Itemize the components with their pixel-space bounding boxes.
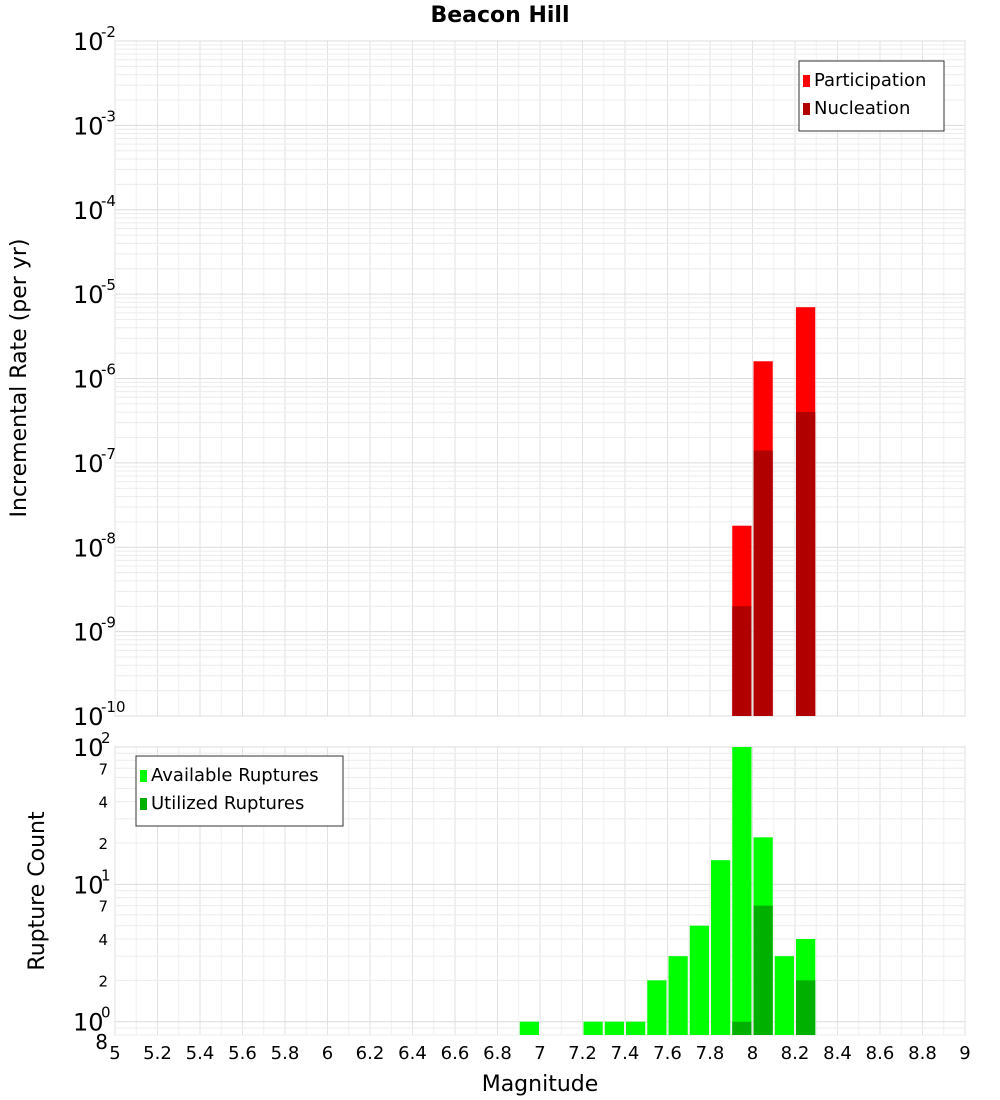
x-tick-label: 5.8 <box>271 1043 300 1064</box>
nucleation-bar <box>732 606 752 716</box>
x-tick-label: 7 <box>534 1043 545 1064</box>
x-axis-label: Magnitude <box>482 1072 599 1097</box>
y-tick-label: 10 <box>73 197 104 225</box>
available-ruptures-bar <box>604 1021 624 1035</box>
available-ruptures-bar <box>626 1021 646 1035</box>
available-ruptures-bar <box>583 1021 603 1035</box>
y-minor-tick-label: 7 <box>98 760 108 778</box>
y-tick-label: 10 <box>73 734 104 762</box>
y-tick-label: 10 <box>73 366 104 394</box>
count-y-axis-label: Rupture Count <box>25 811 50 971</box>
available-ruptures-bar <box>519 1021 539 1035</box>
y-tick-exponent: -10 <box>101 698 126 716</box>
y-minor-tick-label: 2 <box>98 972 108 990</box>
x-tick-label: 7.4 <box>611 1043 640 1064</box>
available-ruptures-bar <box>689 925 709 1035</box>
y-tick-label: 10 <box>73 450 104 478</box>
y-tick-exponent: 2 <box>101 729 111 747</box>
y-minor-tick-label: 4 <box>98 794 108 812</box>
count-legend: Available Ruptures Utilized Ruptures <box>135 755 344 827</box>
x-tick-label: 5.6 <box>228 1043 257 1064</box>
chart-title: Beacon Hill <box>430 3 569 28</box>
x-tick-label: 7.6 <box>653 1043 682 1064</box>
x-tick-label: 5 <box>109 1043 120 1064</box>
y-minor-tick-label: 7 <box>98 898 108 916</box>
rate-legend: Participation Nucleation <box>798 60 945 132</box>
y-minor-tick-label: 4 <box>98 931 108 949</box>
y-tick-label: 10 <box>73 112 104 140</box>
nucleation-bar <box>753 450 773 716</box>
y-tick-exponent: -2 <box>101 23 116 41</box>
x-tick-label: 8.4 <box>823 1043 852 1064</box>
y-tick-label: 10 <box>73 703 104 731</box>
legend-label: Participation <box>814 70 926 91</box>
y-tick-label: 10 <box>73 619 104 647</box>
legend-box <box>798 60 945 132</box>
nucleation-bar <box>796 412 816 716</box>
y-tick-label: 10 <box>73 534 104 562</box>
available-ruptures-bar <box>668 956 688 1035</box>
y-tick-exponent: -7 <box>101 445 116 463</box>
rate-panel: 10-210-310-410-510-610-710-810-910-10 In… <box>7 23 966 731</box>
x-tick-label: 7.8 <box>696 1043 725 1064</box>
x-tick-label: 8.6 <box>866 1043 895 1064</box>
rate-y-tick-labels: 10-210-310-410-510-610-710-810-910-10 <box>73 23 126 731</box>
legend-swatch <box>803 75 810 87</box>
available-ruptures-bar <box>774 956 794 1035</box>
legend-swatch <box>803 103 810 115</box>
x-tick-label: 8.8 <box>908 1043 937 1064</box>
legend-swatch <box>140 798 147 810</box>
y-minor-tick-label: 2 <box>98 835 108 853</box>
rate-grid <box>114 40 966 717</box>
legend-box <box>135 755 344 827</box>
y-tick-label: 10 <box>73 871 104 899</box>
legend-label: Available Ruptures <box>151 765 319 786</box>
legend-label: Utilized Ruptures <box>151 793 304 814</box>
x-tick-label: 8.2 <box>781 1043 810 1064</box>
available-ruptures-bar <box>647 980 667 1035</box>
y-tick-label: 10 <box>73 28 104 56</box>
y-tick-exponent: -5 <box>101 276 116 294</box>
y-tick-exponent: -3 <box>101 107 116 125</box>
x-tick-label: 6.2 <box>356 1043 385 1064</box>
x-tick-label: 6.6 <box>441 1043 470 1064</box>
count-bars <box>519 747 816 1035</box>
y-tick-exponent: 0 <box>101 1004 111 1022</box>
available-ruptures-bar <box>732 747 752 1035</box>
utilized-ruptures-bar <box>796 980 816 1035</box>
x-tick-label: 6.8 <box>483 1043 512 1064</box>
x-tick-label: 7.2 <box>568 1043 597 1064</box>
y-tick-exponent: -9 <box>101 614 116 632</box>
y-minor-tick-label: 8 <box>95 1030 108 1054</box>
y-tick-exponent: -8 <box>101 529 116 547</box>
utilized-ruptures-bar <box>753 905 773 1035</box>
magnitude-x-tick-labels: 5 5.2 5.4 5.6 5.8 6 6.2 6.4 6.6 6.8 7 7.2 7.4 7.6 7.8 8… <box>109 1043 970 1064</box>
legend-label: Nucleation <box>814 98 910 119</box>
available-ruptures-bar <box>711 860 731 1035</box>
y-tick-exponent: -4 <box>101 192 116 210</box>
rate-bars <box>732 307 816 716</box>
x-tick-label: 5.4 <box>186 1043 215 1064</box>
y-tick-exponent: 1 <box>101 866 111 884</box>
rate-y-axis-label: Incremental Rate (per yr) <box>7 239 32 518</box>
x-tick-label: 9 <box>959 1043 970 1064</box>
y-tick-exponent: -6 <box>101 361 116 379</box>
x-tick-label: 5.2 <box>143 1043 172 1064</box>
x-tick-label: 8 <box>747 1043 758 1064</box>
x-tick-label: 6 <box>322 1043 333 1064</box>
y-tick-label: 10 <box>73 281 104 309</box>
y-tick-label: 10 <box>73 1009 104 1037</box>
utilized-ruptures-bar <box>732 1021 752 1035</box>
legend-swatch <box>140 770 147 782</box>
x-tick-label: 6.4 <box>398 1043 427 1064</box>
